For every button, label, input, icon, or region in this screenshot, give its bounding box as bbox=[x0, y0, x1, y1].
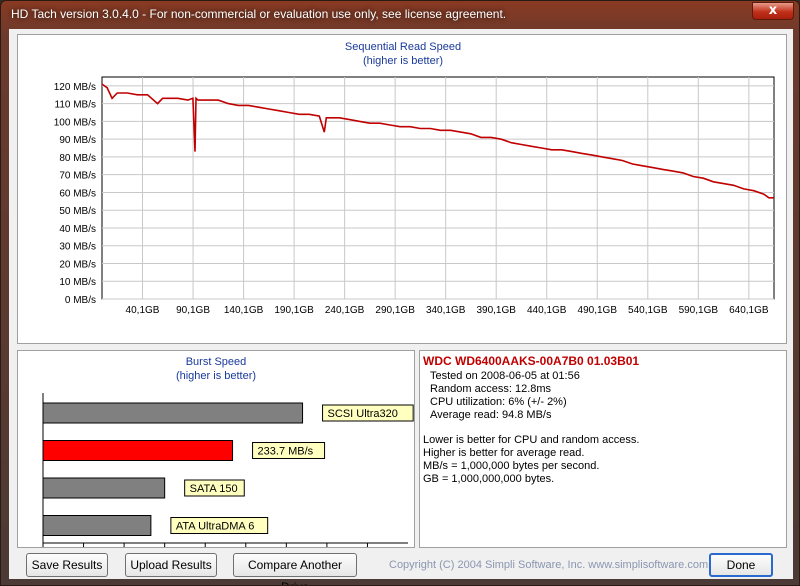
read-y-tick-label: 40 MB/s bbox=[59, 224, 96, 235]
read-chart-title: Sequential Read Speed bbox=[344, 41, 462, 53]
close-button[interactable]: x bbox=[752, 2, 794, 20]
burst-label-box bbox=[252, 442, 326, 459]
burst-speed-chart: 050100150200250300350400SCSI Ultra320233… bbox=[42, 393, 414, 547]
read-x-tick-label: 90,1GB bbox=[176, 305, 210, 316]
burst-bar-label: 233.7 MB/s bbox=[258, 446, 314, 458]
read-y-tick-label: 50 MB/s bbox=[59, 206, 96, 217]
note-gb-definition: GB = 1,000,000,000 bytes. bbox=[423, 473, 555, 485]
average-read: Average read: 94.8 MB/s bbox=[430, 409, 552, 421]
window-title: HD Tach version 3.0.4.0 - For non-commer… bbox=[11, 7, 507, 21]
read-x-tick-label: 40,1GB bbox=[126, 305, 160, 316]
read-x-tick-label: 640,1GB bbox=[729, 305, 769, 316]
drive-info-panel: WDC WD6400AAKS-00A7B0 01.03B01 Tested on… bbox=[419, 350, 787, 548]
burst-label-box bbox=[170, 517, 269, 534]
read-x-tick-label: 240,1GB bbox=[325, 305, 365, 316]
note-mbs-definition: MB/s = 1,000,000 bytes per second. bbox=[423, 460, 600, 472]
burst-bar bbox=[42, 477, 166, 499]
close-icon: x bbox=[768, 3, 778, 18]
cpu-utilization: CPU utilization: 6% (+/- 2%) bbox=[430, 396, 567, 408]
read-x-tick-label: 190,1GB bbox=[274, 305, 314, 316]
read-y-tick-label: 120 MB/s bbox=[54, 82, 96, 93]
read-x-tick-label: 140,1GB bbox=[224, 305, 264, 316]
note-higher-better: Higher is better for average read. bbox=[423, 447, 585, 459]
burst-bar-label: ATA UltraDMA 6 bbox=[176, 521, 254, 533]
note-lower-better: Lower is better for CPU and random acces… bbox=[423, 434, 640, 446]
burst-label-box bbox=[184, 479, 245, 497]
read-y-tick-label: 80 MB/s bbox=[59, 153, 96, 164]
title-bar[interactable]: HD Tach version 3.0.4.0 - For non-commer… bbox=[1, 1, 799, 29]
burst-chart-subtitle: (higher is better) bbox=[175, 370, 257, 382]
read-y-tick-label: 90 MB/s bbox=[59, 135, 96, 146]
read-speed-line bbox=[101, 83, 774, 199]
burst-speed-panel: Burst Speed (higher is better) 050100150… bbox=[17, 350, 415, 548]
client-area: Sequential Read Speed (higher is better)… bbox=[9, 29, 793, 585]
burst-bar bbox=[42, 402, 304, 424]
read-x-tick-label: 390,1GB bbox=[476, 305, 516, 316]
read-x-tick-label: 540,1GB bbox=[628, 305, 668, 316]
read-plot-area bbox=[101, 76, 775, 300]
compare-drive-button[interactable]: Compare Another Drive bbox=[233, 553, 357, 585]
read-chart-subtitle: (higher is better) bbox=[362, 55, 444, 67]
sequential-read-panel: Sequential Read Speed (higher is better)… bbox=[17, 34, 787, 344]
read-y-tick-label: 110 MB/s bbox=[55, 100, 97, 111]
done-button[interactable]: Done bbox=[709, 553, 773, 577]
read-y-tick-label: 70 MB/s bbox=[59, 171, 96, 182]
burst-bar-label: SATA 150 bbox=[190, 483, 238, 495]
burst-bar bbox=[42, 515, 152, 536]
burst-bar-label: SCSI Ultra320 bbox=[328, 408, 398, 420]
read-x-tick-label: 590,1GB bbox=[679, 305, 719, 316]
read-y-tick-label: 100 MB/s bbox=[54, 117, 96, 128]
random-access: Random access: 12.8ms bbox=[430, 383, 552, 395]
read-speed-chart: 0 MB/s 10 MB/s 20 MB/s 30 MB/s 40 MB/s 50 MB/… bbox=[54, 76, 775, 316]
read-y-tick-label: 60 MB/s bbox=[59, 188, 96, 199]
read-x-tick-label: 440,1GB bbox=[527, 305, 567, 316]
read-x-tick-label: 340,1GB bbox=[426, 305, 466, 316]
read-y-tick-label: 20 MB/s bbox=[59, 259, 96, 270]
read-x-tick-label: 490,1GB bbox=[578, 305, 618, 316]
read-y-tick-label: 10 MB/s bbox=[59, 277, 96, 288]
burst-bar bbox=[42, 440, 234, 461]
save-results-button[interactable]: Save Results bbox=[26, 553, 108, 577]
upload-results-button[interactable]: Upload Results bbox=[125, 553, 217, 577]
read-x-tick-label: 290,1GB bbox=[375, 305, 415, 316]
tested-date: Tested on 2008-06-05 at 01:56 bbox=[430, 370, 580, 382]
burst-label-box bbox=[322, 404, 414, 422]
burst-chart-title: Burst Speed bbox=[185, 356, 247, 368]
read-y-tick-label: 30 MB/s bbox=[59, 242, 96, 253]
read-y-tick-label: 0 MB/s bbox=[65, 295, 96, 306]
copyright-text: Copyright (C) 2004 Simpli Software, Inc.… bbox=[389, 559, 709, 571]
drive-model: WDC WD6400AAKS-00A7B0 01.03B01 bbox=[423, 354, 640, 368]
